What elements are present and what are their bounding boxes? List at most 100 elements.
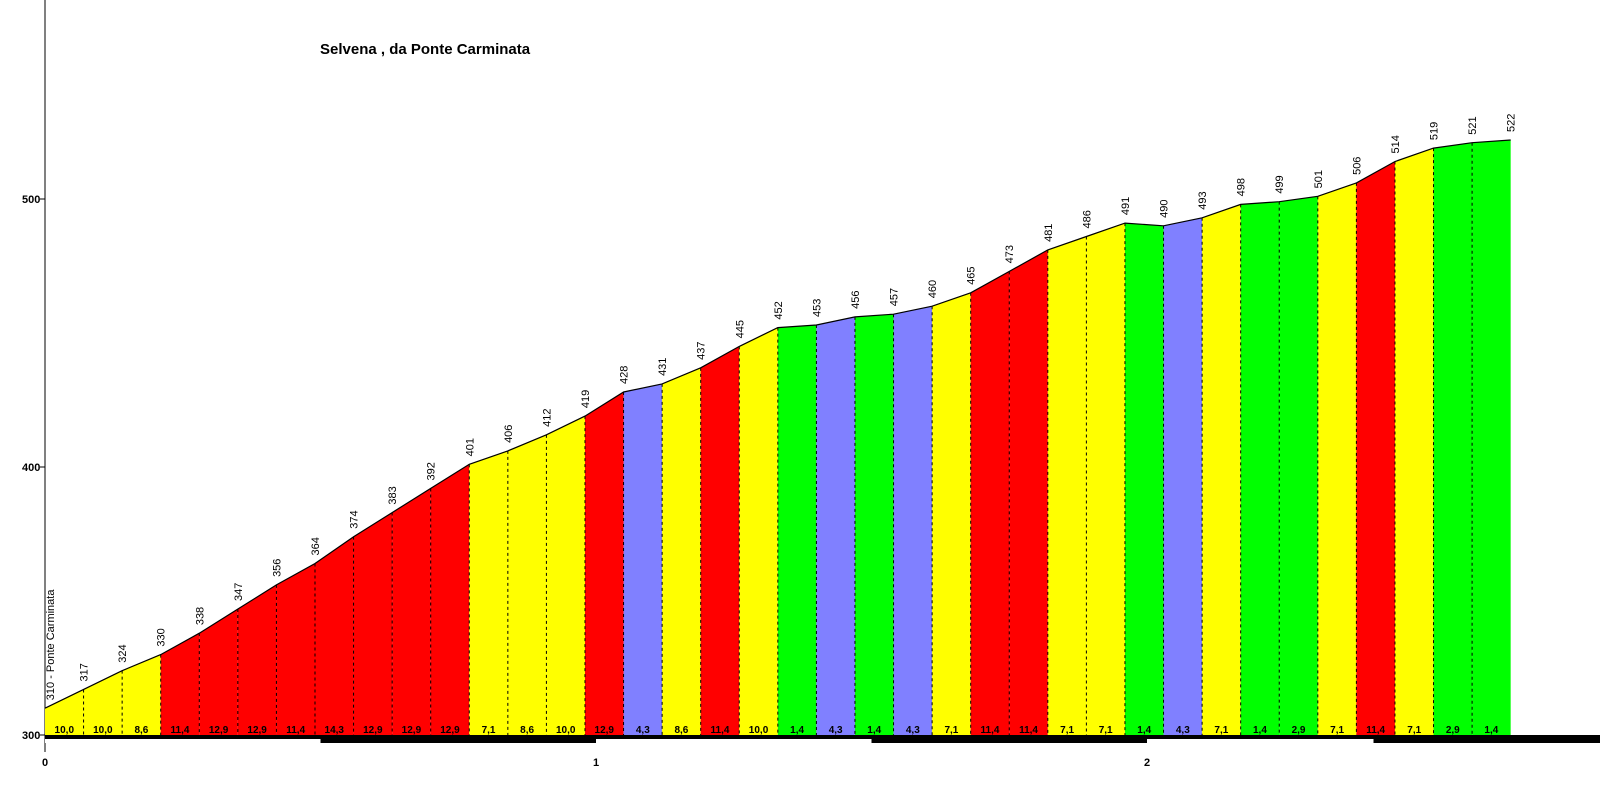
- elevation-label: 428: [619, 366, 631, 384]
- profile-segment: [1317, 182, 1357, 736]
- gradient-label: 7,1: [1060, 725, 1074, 736]
- elevation-label: 465: [966, 266, 978, 284]
- gradient-label: 11,4: [1366, 725, 1385, 736]
- elevation-label: 419: [580, 390, 592, 408]
- gradient-label: 10,0: [93, 725, 113, 736]
- elevation-label: 506: [1351, 157, 1363, 175]
- gradient-label: 11,4: [981, 725, 1000, 736]
- gradient-label: 4,3: [636, 725, 650, 736]
- x-axis-band-gap: [1147, 739, 1374, 743]
- elevation-label: 499: [1274, 175, 1286, 193]
- profile-segment: [469, 450, 508, 735]
- profile-segment: [662, 367, 701, 735]
- profile-segment: [122, 654, 161, 735]
- profile-segment: [45, 689, 84, 735]
- gradient-label: 4,3: [829, 725, 843, 736]
- profile-segment: [777, 324, 817, 735]
- profile-segment: [584, 391, 624, 735]
- gradient-label: 11,4: [711, 725, 730, 736]
- profile-segment: [430, 464, 470, 735]
- elevation-label: 338: [194, 607, 206, 625]
- profile-segment: [1394, 148, 1434, 735]
- gradient-label: 2,9: [1446, 725, 1460, 736]
- gradient-label: 10,0: [556, 725, 576, 736]
- profile-segment: [83, 670, 123, 735]
- x-tick-label: 2: [1144, 757, 1150, 769]
- gradient-label: 12,9: [363, 725, 383, 736]
- gradient-label: 1,4: [1253, 725, 1267, 736]
- gradient-label: 11,4: [286, 725, 305, 736]
- gradient-label: 7,1: [1214, 725, 1228, 736]
- elevation-label: 460: [927, 280, 939, 298]
- gradient-label: 7,1: [482, 725, 496, 736]
- profile-segment: [1356, 161, 1395, 736]
- profile-segment: [1279, 196, 1318, 735]
- profile-segment: [160, 633, 200, 735]
- x-axis-band-lower: [320, 739, 596, 743]
- elevation-label: 493: [1197, 191, 1209, 209]
- x-axis-band: [1147, 735, 1600, 739]
- gradient-label: 11,4: [1019, 725, 1038, 736]
- elevation-label: 456: [850, 291, 862, 309]
- gradient-label: 12,9: [595, 725, 615, 736]
- x-axis-band-lower: [871, 739, 1147, 743]
- elevation-label: 522: [1506, 114, 1518, 132]
- x-tick-label: 0: [42, 757, 48, 769]
- x-tick-label: 1: [593, 757, 599, 769]
- y-tick-label: 400: [22, 462, 40, 474]
- elevation-label: 317: [79, 663, 91, 681]
- elevation-label: 383: [387, 486, 399, 504]
- elevation-label: 514: [1390, 135, 1402, 153]
- elevation-label: 519: [1429, 122, 1441, 140]
- profile-segment: [1086, 223, 1125, 735]
- gradient-label: 11,4: [171, 725, 190, 736]
- gradient-label: 8,6: [520, 725, 534, 736]
- profile-segment: [623, 383, 663, 735]
- elevation-label: 452: [773, 301, 785, 319]
- elevation-label: 364: [310, 537, 322, 555]
- profile-segment: [392, 488, 431, 735]
- gradient-label: 10,0: [55, 725, 75, 736]
- gradient-label: 12,9: [247, 725, 267, 736]
- profile-segment: [970, 271, 1010, 735]
- x-axis-ticks: 0 1 2: [42, 757, 1150, 769]
- elevation-labels: 317 324 330 338 347 356 364 374 383 392 401 406 412 4…: [79, 114, 1518, 682]
- elevation-label: 501: [1313, 170, 1325, 188]
- gradient-label: 7,1: [1330, 725, 1344, 736]
- y-tick-label: 500: [22, 194, 40, 206]
- elevation-label: 486: [1081, 210, 1093, 228]
- elevation-label: 374: [349, 510, 361, 528]
- elevation-label: 401: [464, 438, 476, 456]
- elevation-label: 356: [271, 559, 283, 577]
- profile-segment: [1202, 204, 1241, 736]
- profile-segment: [1472, 140, 1511, 736]
- profile-segment: [854, 314, 894, 735]
- x-axis-band-lower: [1373, 739, 1600, 743]
- start-location-label: 310 - Ponte Carminata: [45, 589, 57, 701]
- gradient-label: 1,4: [1484, 725, 1498, 736]
- profile-segment: [546, 416, 585, 735]
- elevation-label: 324: [117, 644, 129, 662]
- profile-segment: [816, 316, 855, 735]
- gradient-label: 7,1: [944, 725, 958, 736]
- profile-segment: [1124, 223, 1164, 735]
- profile-segment: [1163, 217, 1203, 735]
- elevation-label: 491: [1120, 197, 1132, 215]
- profile-segment: [314, 536, 354, 735]
- gradient-label: 2,9: [1292, 725, 1306, 736]
- gradient-label: 4,3: [906, 725, 920, 736]
- profile-segment: [1240, 201, 1280, 735]
- elevation-label: 453: [811, 299, 823, 317]
- elevation-label: 457: [889, 288, 901, 306]
- profile-segment: [739, 327, 778, 735]
- segment-dividers: [83, 142, 1473, 735]
- gradient-label: 1,4: [1137, 725, 1151, 736]
- profile-segment: [700, 346, 740, 735]
- profile-segment: [1047, 236, 1087, 735]
- profile-segment: [237, 584, 277, 735]
- elevation-label: 412: [541, 408, 553, 426]
- gradient-label: 4,3: [1176, 725, 1190, 736]
- gradient-label: 1,4: [790, 725, 804, 736]
- elevation-label: 490: [1159, 199, 1171, 217]
- elevation-label: 445: [734, 320, 746, 338]
